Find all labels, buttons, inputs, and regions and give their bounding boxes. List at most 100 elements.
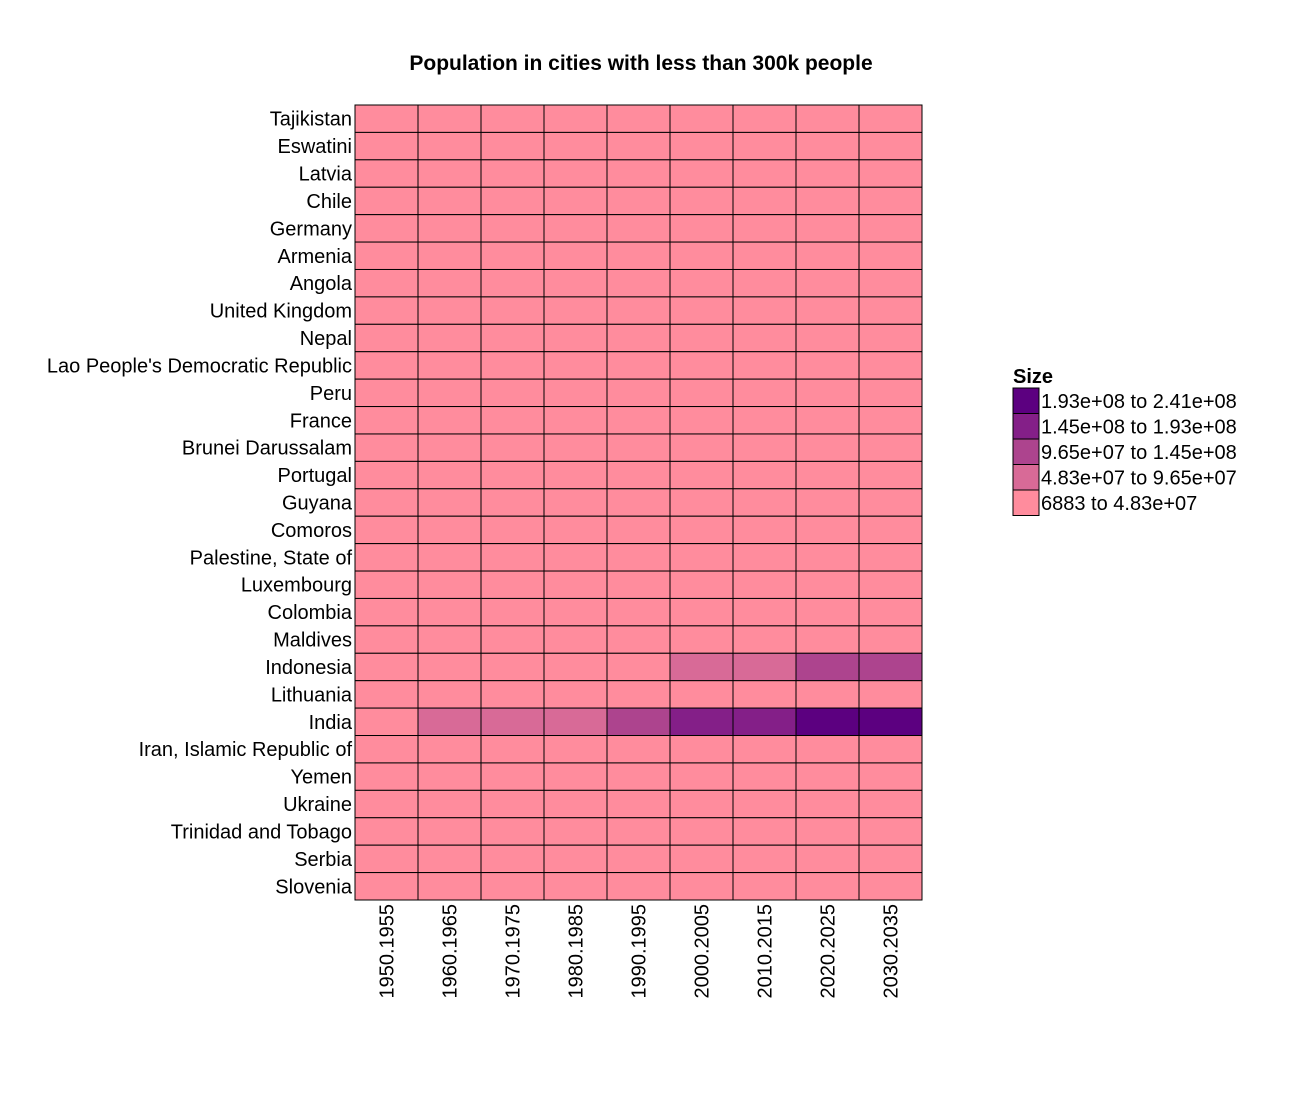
heatmap-cell	[858, 460, 923, 490]
heatmap-cell	[858, 680, 923, 709]
heatmap-cell	[669, 570, 734, 599]
heatmap-cell	[795, 680, 860, 709]
heatmap-cell	[480, 570, 545, 599]
heatmap-cell	[795, 652, 860, 682]
y-tick-label: France	[290, 410, 352, 432]
heatmap-cell	[417, 104, 482, 133]
heatmap-cell	[480, 186, 545, 216]
heatmap-cell	[858, 652, 923, 682]
heatmap-cell	[606, 351, 671, 380]
heatmap-cell	[354, 406, 419, 435]
heatmap-cell	[543, 378, 608, 408]
heatmap-cell	[543, 543, 608, 572]
heatmap-cell	[480, 214, 545, 243]
heatmap-cell	[606, 323, 671, 353]
heatmap-cell	[606, 652, 671, 682]
heatmap-cell	[480, 460, 545, 490]
heatmap-cell	[354, 872, 419, 901]
heatmap-cell	[543, 296, 608, 325]
heatmap-cell	[354, 597, 419, 627]
heatmap-cell	[543, 570, 608, 599]
heatmap-cell	[795, 241, 860, 270]
y-tick-label: Luxembourg	[241, 575, 352, 597]
heatmap-cell	[858, 268, 923, 298]
heatmap-cell	[543, 680, 608, 709]
heatmap-cell	[795, 296, 860, 325]
heatmap-cell	[480, 844, 545, 874]
heatmap-cell	[669, 460, 734, 490]
heatmap-cell	[480, 652, 545, 682]
heatmap-cell	[354, 433, 419, 462]
heatmap-cell	[417, 570, 482, 599]
heatmap-cell	[669, 789, 734, 819]
y-tick-label: Germany	[270, 218, 352, 240]
heatmap-cell	[543, 817, 608, 846]
heatmap-cell	[354, 378, 419, 408]
heatmap-cell	[417, 762, 482, 791]
legend-label: 9.65e+07 to 1.45e+08	[1041, 442, 1237, 464]
y-tick-label: Tajikistan	[270, 109, 352, 131]
heatmap-cell	[354, 515, 419, 545]
heatmap-cell	[417, 789, 482, 819]
x-tick-label: 2010.2015	[755, 904, 777, 999]
heatmap-cell	[606, 131, 671, 161]
heatmap-cell	[606, 680, 671, 709]
heatmap-cell	[543, 515, 608, 545]
heatmap-cell	[606, 735, 671, 764]
heatmap-cell	[606, 214, 671, 243]
heatmap-cell	[606, 515, 671, 545]
heatmap-cell	[858, 488, 923, 517]
heatmap-cell	[543, 186, 608, 216]
heatmap-cell	[354, 762, 419, 791]
heatmap-cell	[858, 515, 923, 545]
heatmap-cell	[858, 844, 923, 874]
heatmap-cell	[795, 515, 860, 545]
heatmap-cell	[543, 625, 608, 654]
heatmap-cell	[732, 241, 797, 270]
heatmap-cell	[480, 241, 545, 270]
heatmap-cell	[669, 296, 734, 325]
legend-swatch	[1012, 464, 1040, 491]
heatmap-cell	[543, 872, 608, 901]
heatmap-cell	[354, 131, 419, 161]
heatmap-cell	[795, 268, 860, 298]
x-tick-label: 1980.1985	[566, 904, 588, 999]
heatmap-cell	[795, 625, 860, 654]
heatmap-cell	[543, 460, 608, 490]
y-tick-label: Yemen	[290, 767, 352, 789]
heatmap-cell	[732, 707, 797, 737]
heatmap-cell	[669, 817, 734, 846]
heatmap-cell	[732, 296, 797, 325]
heatmap-cell	[669, 378, 734, 408]
heatmap-cell	[669, 406, 734, 435]
y-axis-labels: Tajikistan Eswatini Latvia Chile Germany Arme…	[47, 109, 353, 899]
heatmap-cell	[606, 817, 671, 846]
heatmap-cell	[543, 351, 608, 380]
chart-title: Population in cities with less than 300k…	[409, 52, 872, 75]
y-tick-label: Ukraine	[283, 794, 352, 816]
heatmap-cell	[795, 159, 860, 188]
heatmap-cells	[354, 104, 923, 901]
heatmap-cell	[480, 707, 545, 737]
y-tick-label: India	[309, 712, 353, 734]
heatmap-cell	[480, 488, 545, 517]
heatmap-cell	[858, 872, 923, 901]
heatmap-cell	[795, 597, 860, 627]
heatmap-cell	[480, 762, 545, 791]
legend-swatch	[1012, 489, 1040, 516]
heatmap-cell	[480, 268, 545, 298]
heatmap-cell	[732, 323, 797, 353]
heatmap-cell	[732, 406, 797, 435]
heatmap-cell	[858, 351, 923, 380]
heatmap-cell	[417, 351, 482, 380]
heatmap-cell	[417, 652, 482, 682]
heatmap-cell	[480, 351, 545, 380]
heatmap-cell	[795, 104, 860, 133]
y-tick-label: Serbia	[294, 849, 353, 871]
heatmap-cell	[606, 159, 671, 188]
heatmap-cell	[732, 543, 797, 572]
x-tick-label: 2020.2025	[818, 904, 840, 999]
heatmap-cell	[858, 735, 923, 764]
heatmap-cell	[417, 186, 482, 216]
